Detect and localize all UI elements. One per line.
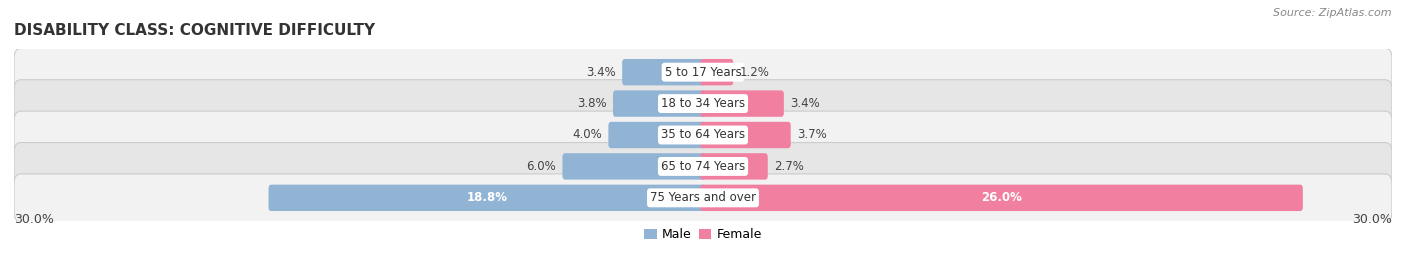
Text: 6.0%: 6.0% (526, 160, 555, 173)
FancyBboxPatch shape (700, 122, 790, 148)
Text: Source: ZipAtlas.com: Source: ZipAtlas.com (1274, 8, 1392, 18)
FancyBboxPatch shape (609, 122, 706, 148)
Text: 2.7%: 2.7% (775, 160, 804, 173)
Text: 75 Years and over: 75 Years and over (650, 191, 756, 204)
FancyBboxPatch shape (700, 59, 734, 85)
Text: DISABILITY CLASS: COGNITIVE DIFFICULTY: DISABILITY CLASS: COGNITIVE DIFFICULTY (14, 23, 375, 38)
Text: 3.8%: 3.8% (576, 97, 606, 110)
Text: 65 to 74 Years: 65 to 74 Years (661, 160, 745, 173)
Text: 3.4%: 3.4% (586, 66, 616, 79)
FancyBboxPatch shape (14, 174, 1392, 222)
FancyBboxPatch shape (14, 80, 1392, 127)
Text: 3.4%: 3.4% (790, 97, 820, 110)
Text: 3.7%: 3.7% (797, 129, 827, 141)
Text: 35 to 64 Years: 35 to 64 Years (661, 129, 745, 141)
FancyBboxPatch shape (14, 48, 1392, 96)
Text: 4.0%: 4.0% (572, 129, 602, 141)
FancyBboxPatch shape (700, 153, 768, 180)
Text: 5 to 17 Years: 5 to 17 Years (665, 66, 741, 79)
Text: 18.8%: 18.8% (467, 191, 508, 204)
Text: 1.2%: 1.2% (740, 66, 769, 79)
FancyBboxPatch shape (613, 90, 706, 117)
FancyBboxPatch shape (623, 59, 706, 85)
FancyBboxPatch shape (562, 153, 706, 180)
Text: 30.0%: 30.0% (1353, 213, 1392, 226)
Text: 30.0%: 30.0% (14, 213, 53, 226)
FancyBboxPatch shape (14, 111, 1392, 159)
Text: 18 to 34 Years: 18 to 34 Years (661, 97, 745, 110)
FancyBboxPatch shape (14, 143, 1392, 190)
FancyBboxPatch shape (700, 90, 783, 117)
FancyBboxPatch shape (700, 185, 1303, 211)
Legend: Male, Female: Male, Female (640, 223, 766, 246)
FancyBboxPatch shape (269, 185, 706, 211)
Text: 26.0%: 26.0% (981, 191, 1022, 204)
